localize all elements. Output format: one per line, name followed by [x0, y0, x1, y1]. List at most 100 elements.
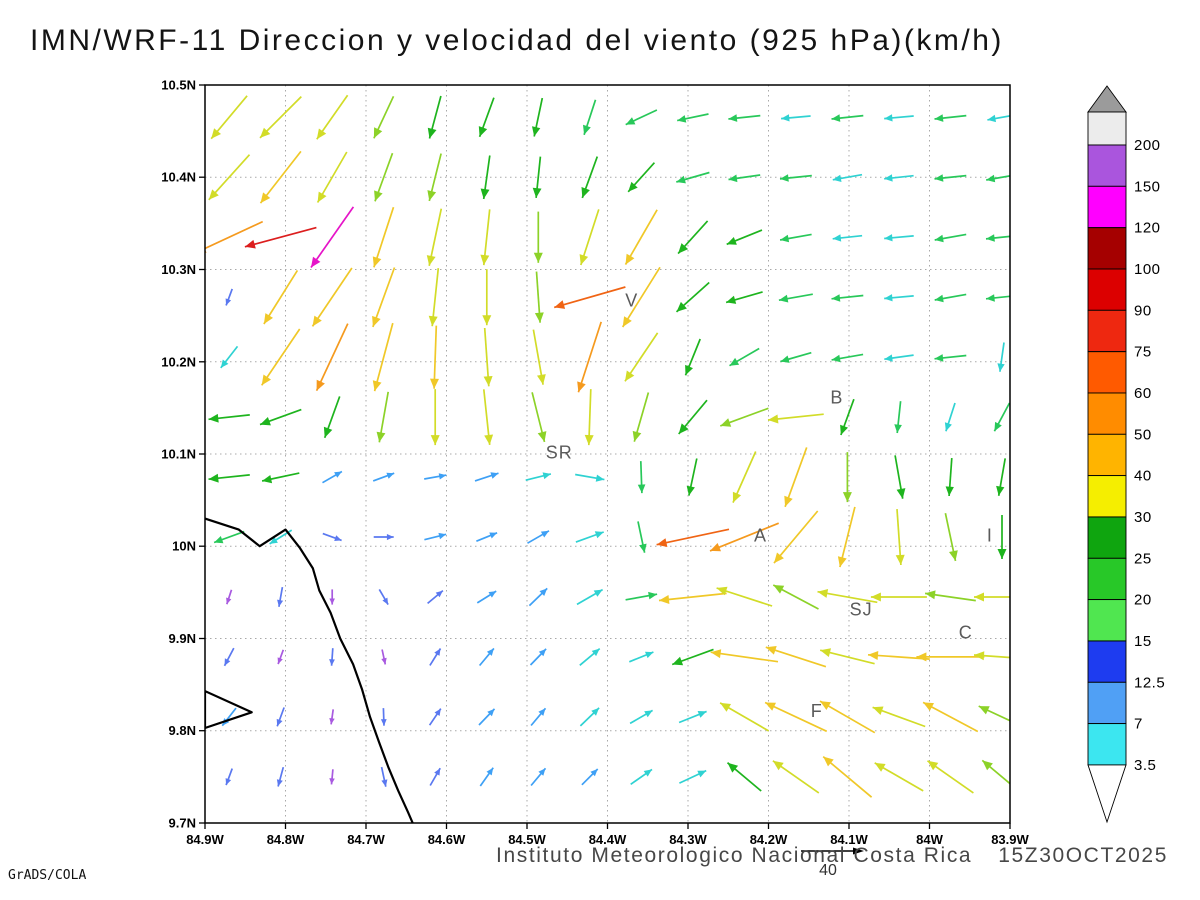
- wind-vector: [583, 99, 597, 136]
- colorbar-level-label: 120: [1134, 220, 1161, 237]
- wind-vector: [732, 451, 757, 503]
- wind-vector: [779, 233, 812, 243]
- wind-vector: [579, 209, 600, 266]
- wind-vector: [884, 234, 914, 242]
- wind-vector: [709, 522, 780, 552]
- wind-vector: [716, 586, 773, 607]
- wind-vector: [884, 174, 914, 182]
- colorbar-level-label: 12.5: [1134, 674, 1165, 691]
- colorbar-segment: [1087, 144, 1127, 187]
- wind-vector: [895, 509, 905, 566]
- station-label: F: [811, 701, 823, 721]
- institute-name: Instituto Meteorologico Nacional Costa R…: [496, 844, 973, 867]
- lat-tick-label: 10.1N: [161, 447, 196, 462]
- colorbar-level-label: 50: [1134, 426, 1152, 443]
- colorbar-level-label: 25: [1134, 550, 1152, 567]
- wind-vector: [621, 266, 661, 328]
- colorbar-level-label: 150: [1134, 178, 1161, 195]
- wind-vector: [781, 114, 811, 122]
- wind-vector: [480, 155, 491, 200]
- wind-vector: [934, 354, 967, 362]
- wind-vector: [261, 472, 300, 484]
- wind-vector: [779, 174, 812, 182]
- wind-vector: [872, 706, 926, 728]
- wind-vector: [372, 206, 395, 268]
- wind-vector: [934, 293, 967, 303]
- wind-vector: [831, 294, 864, 302]
- colorbar-level-label: 75: [1134, 344, 1152, 361]
- wind-vector: [637, 461, 646, 494]
- wind-vector: [429, 648, 442, 666]
- colorbar-segment: [1087, 516, 1127, 559]
- wind-vector: [840, 398, 855, 436]
- wind-vector: [316, 94, 349, 140]
- wind-vector: [528, 587, 548, 607]
- wind-vector: [658, 592, 727, 604]
- wind-vector: [884, 354, 914, 362]
- wind-vector: [208, 473, 250, 483]
- wind-vector: [710, 649, 779, 663]
- wind-vector: [478, 708, 496, 726]
- wind-vector: [987, 114, 1010, 123]
- wind-vector: [945, 458, 954, 497]
- wind-vector: [428, 268, 440, 327]
- wind-vector: [575, 531, 604, 543]
- lon-tick-label: 84.7W: [347, 832, 385, 847]
- colorbar-segment: [1087, 640, 1127, 683]
- wind-vector: [223, 647, 235, 667]
- wind-vector: [656, 528, 730, 547]
- lon-tick-label: 84.2W: [750, 832, 788, 847]
- colorbar: 200 150 120 100 90 75 60 50 40 30 25 20 15 12.5 7 3.5: [1087, 85, 1165, 824]
- wind-vector: [530, 767, 547, 787]
- station-label: SR: [546, 443, 573, 463]
- grads-credit: GrADS/COLA: [8, 868, 87, 883]
- wind-vector: [430, 389, 440, 446]
- wind-vector: [773, 510, 819, 564]
- wind-vector: [553, 286, 626, 309]
- colorbar-segment: [1087, 185, 1127, 229]
- lon-tick-label: 84.8W: [267, 832, 305, 847]
- wind-vector: [628, 651, 654, 663]
- station-label: A: [754, 526, 767, 546]
- colorbar-level-label: 60: [1134, 385, 1152, 402]
- colorbar-level-label: 15: [1134, 633, 1152, 650]
- wind-vector: [244, 226, 317, 249]
- wind-vector: [985, 234, 1010, 242]
- lat-tick-label: 10.4N: [161, 170, 196, 185]
- lon-tick-label: 84.6W: [428, 832, 466, 847]
- gridlines: [205, 85, 1010, 823]
- wind-vector: [329, 589, 335, 605]
- wind-vector: [380, 708, 387, 726]
- colorbar-segment: [1087, 723, 1127, 766]
- wind-vector: [373, 95, 395, 139]
- wind-vector: [373, 534, 394, 541]
- colorbar-segment: [1087, 392, 1127, 435]
- station-label: C: [959, 623, 973, 643]
- wind-vector: [996, 458, 1007, 496]
- wind-vector: [529, 648, 547, 666]
- wind-vector: [376, 391, 390, 443]
- wind-vector: [315, 323, 349, 392]
- wind-vector: [627, 162, 656, 193]
- wind-vector: [720, 407, 769, 427]
- wind-vector: [225, 288, 233, 306]
- lon-tick-label: 84W: [916, 832, 943, 847]
- colorbar-segment: [1087, 681, 1127, 725]
- wind-vector: [372, 322, 394, 392]
- wind-vector: [684, 338, 701, 376]
- wind-vector: [374, 152, 394, 202]
- wind-vector: [225, 768, 233, 786]
- wind-vector: [630, 768, 653, 785]
- wind-vector: [831, 353, 864, 363]
- colorbar-level-label: 3.5: [1134, 757, 1156, 774]
- wind-vector: [924, 590, 976, 602]
- wind-vector: [832, 234, 863, 242]
- wind-vector: [575, 473, 605, 482]
- wind-vector: [867, 651, 930, 660]
- wind-vector: [220, 345, 239, 369]
- wind-vector: [676, 171, 710, 184]
- wind-vector: [531, 392, 547, 443]
- wind-vector: [767, 413, 824, 424]
- wind-vector: [276, 707, 285, 727]
